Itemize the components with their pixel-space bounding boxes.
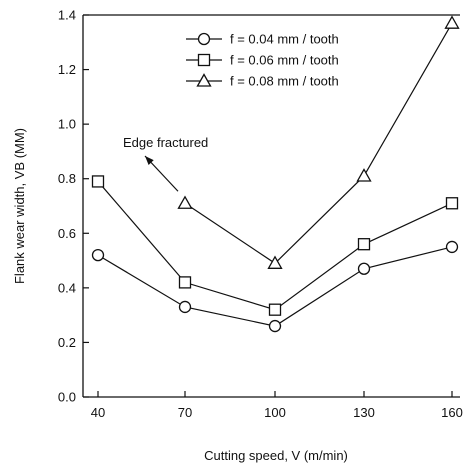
y-tick-label: 1.4 — [58, 8, 76, 23]
series-circle — [91, 240, 459, 333]
series-square — [91, 175, 459, 316]
x-axis-title: Cutting speed, V (m/min) — [204, 448, 348, 463]
legend: f = 0.04 mm / tooth f = 0.06 mm / tooth f … — [186, 32, 339, 89]
series-triangle — [177, 15, 460, 269]
annotation-label: Edge fractured — [123, 135, 208, 150]
x-tick-label: 100 — [264, 405, 286, 420]
annotation: Edge fractured — [123, 135, 208, 192]
y-tick-label: 0.0 — [58, 390, 76, 405]
y-axis-title: Flank wear width, VB (MM) — [12, 128, 27, 284]
plot-axes — [82, 14, 460, 398]
data-point-square — [357, 238, 371, 251]
data-point-circle — [268, 319, 282, 333]
y-axis-ticks: 0.0 0.2 0.4 0.6 0.8 1.0 1.2 1.4 — [58, 8, 89, 405]
legend-label: f = 0.08 mm / tooth — [230, 74, 339, 89]
series-line — [184, 22, 453, 265]
y-tick-label: 0.2 — [58, 335, 76, 350]
data-point-triangle — [356, 168, 372, 182]
x-tick-label: 130 — [353, 405, 375, 420]
x-axis-ticks: 40 70 100 130 160 — [91, 391, 463, 420]
legend-marker-circle — [197, 32, 211, 46]
data-point-circle — [357, 262, 371, 275]
y-tick-label: 0.6 — [58, 226, 76, 241]
legend-label: f = 0.04 mm / tooth — [230, 32, 339, 47]
x-tick-label: 70 — [178, 405, 192, 420]
annotation-arrowhead — [145, 156, 154, 165]
x-tick-label: 40 — [91, 405, 105, 420]
y-tick-label: 1.0 — [58, 117, 76, 132]
data-point-circle — [178, 300, 192, 314]
data-point-square — [445, 197, 459, 210]
data-point-triangle — [267, 255, 283, 269]
data-point-square — [91, 175, 105, 188]
y-tick-label: 0.8 — [58, 171, 76, 186]
x-tick-label: 160 — [441, 405, 463, 420]
y-tick-label: 0.4 — [58, 280, 76, 295]
legend-label: f = 0.06 mm / tooth — [230, 53, 339, 68]
data-point-triangle — [177, 195, 193, 209]
y-tick-label: 1.2 — [58, 62, 76, 77]
data-point-square — [178, 276, 192, 289]
data-point-square — [268, 303, 282, 316]
data-point-circle — [445, 240, 459, 254]
data-point-triangle — [444, 15, 460, 29]
data-series — [91, 15, 460, 333]
data-point-circle — [91, 248, 105, 262]
legend-marker-square — [197, 53, 211, 67]
series-line — [97, 181, 453, 311]
legend-marker-triangle — [196, 73, 212, 87]
